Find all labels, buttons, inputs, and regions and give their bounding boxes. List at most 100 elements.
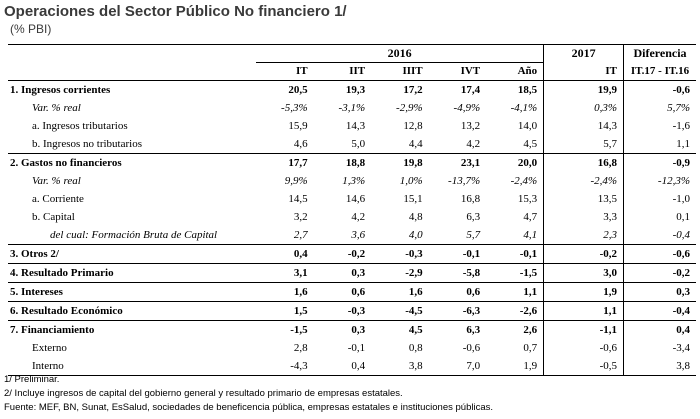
table-row: a. Corriente 14,5 14,6 15,1 16,8 15,3 13,5 -1,0 bbox=[8, 190, 696, 208]
row-value: 1,1 bbox=[486, 282, 544, 302]
row-value: 0,3% bbox=[543, 99, 624, 117]
row-value: 2,6 bbox=[523, 324, 538, 336]
row-value: 1,0% bbox=[399, 175, 423, 187]
row-label: 3. Otros 2/ bbox=[8, 244, 257, 264]
header-col-ivt: IVT bbox=[428, 62, 487, 81]
row-value: 5,7 bbox=[428, 226, 487, 245]
row-value: -4,9% bbox=[453, 102, 481, 114]
header-diff: Diferencia bbox=[623, 44, 696, 63]
row-value: 4,1 bbox=[486, 226, 544, 245]
footnotes: 1/ Preliminar. 2/ Incluye ingresos de ca… bbox=[4, 373, 493, 415]
row-value: 0,4 bbox=[623, 320, 696, 339]
table-subtitle: (% PBI) bbox=[10, 22, 52, 36]
table-title: Operaciones del Sector Público No financ… bbox=[4, 3, 347, 20]
row-value: -13,7% bbox=[448, 175, 481, 187]
row-value: -3,4 bbox=[623, 339, 696, 357]
row-value: -3,1% bbox=[338, 102, 366, 114]
row-value: 0,6 bbox=[313, 282, 372, 302]
row-value: 1,3% bbox=[342, 175, 366, 187]
row-label: b. Ingresos no tributarios bbox=[8, 135, 257, 154]
row-label: Interno bbox=[8, 357, 257, 376]
row-value: 13,5 bbox=[543, 190, 624, 208]
row-value: -0,2 bbox=[543, 244, 624, 264]
row-value: -0,1 bbox=[486, 244, 544, 264]
row-value: 3,8 bbox=[371, 357, 429, 376]
row-value: -0,9 bbox=[623, 153, 696, 172]
row-label: 4. Resultado Primario bbox=[8, 263, 257, 283]
header-col-diff: IT.17 - IT.16 bbox=[623, 62, 696, 81]
table-row: 5. Intereses 1,6 0,6 1,6 0,6 1,1 1,9 0,3 bbox=[8, 282, 696, 302]
header-col-it-2017: IT bbox=[543, 62, 624, 81]
row-value: 1,5 bbox=[256, 301, 314, 321]
row-value: 17,4 bbox=[460, 84, 481, 96]
row-value: -4,5 bbox=[371, 301, 429, 321]
table-row: b. Ingresos no tributarios 4,6 5,0 4,4 4,2 4,… bbox=[8, 135, 696, 154]
header-year-2016: 2016 bbox=[256, 44, 544, 63]
row-value: 0,8 bbox=[408, 342, 423, 354]
header-col-ano: Año bbox=[486, 62, 544, 81]
header-year-2017: 2017 bbox=[543, 44, 624, 63]
row-value: 2,8 bbox=[293, 342, 308, 354]
row-value: 15,3 bbox=[517, 193, 538, 205]
row-value: 0,7 bbox=[523, 342, 538, 354]
row-value: -1,1 bbox=[543, 320, 624, 339]
row-value: -0,1 bbox=[347, 342, 366, 354]
row-value: 0,4 bbox=[313, 357, 372, 376]
row-value: 7,0 bbox=[428, 357, 487, 376]
row-value: 1,1 bbox=[543, 301, 624, 321]
table-row: 3. Otros 2/0,4 -0,2 -0,3 -0,1 -0,1 -0,2 -0,6 bbox=[8, 244, 696, 264]
row-label: a. Ingresos tributarios bbox=[32, 120, 128, 132]
row-value: 0,6 bbox=[428, 282, 487, 302]
row-value: 5,0 bbox=[313, 135, 372, 154]
table-row: 2. Gastos no financieros 17,7 18,8 19,8 23,1… bbox=[8, 153, 696, 172]
row-value: 3,1 bbox=[256, 263, 314, 283]
row-value: 1,9 bbox=[486, 357, 544, 376]
row-value: -0,2 bbox=[313, 244, 372, 264]
row-label: 1. Ingresos corrientes bbox=[10, 84, 111, 96]
row-label: 2. Gastos no financieros bbox=[10, 157, 122, 169]
row-value: -2,9% bbox=[396, 102, 423, 114]
footnote: 1/ Preliminar. bbox=[4, 374, 60, 385]
row-value: -4,1% bbox=[510, 102, 538, 114]
table-row: Externo 2,8 -0,1 0,8 -0,6 0,7 -0,6 -3,4 bbox=[8, 339, 696, 357]
table-row: Interno -4,3 0,4 3,8 7,0 1,9 -0,5 3,8 bbox=[8, 357, 696, 376]
header-blank bbox=[8, 62, 257, 81]
row-value: -0,4 bbox=[623, 226, 696, 245]
row-value: 14,6 bbox=[345, 193, 366, 205]
row-label: b. Capital bbox=[32, 211, 75, 223]
table-row: del cual: Formación Bruta de Capital 2,7 3… bbox=[8, 226, 696, 245]
row-label: Externo bbox=[32, 342, 67, 354]
row-value: 15,1 bbox=[403, 193, 423, 205]
row-value: -0,1 bbox=[428, 244, 487, 264]
row-value: -2,6 bbox=[486, 301, 544, 321]
row-value: 19,9 bbox=[543, 80, 624, 99]
row-value: 4,2 bbox=[351, 211, 366, 223]
row-value: -6,3 bbox=[428, 301, 487, 321]
row-value: 2,7 bbox=[256, 226, 314, 245]
row-value: -1,5 bbox=[486, 263, 544, 283]
table-row: 6. Resultado Económico 1,5 -0,3 -4,5 -6,3 -2,… bbox=[8, 301, 696, 321]
row-value: 4,5 bbox=[408, 324, 423, 336]
row-value: 5,7 bbox=[543, 135, 624, 154]
row-value: -1,6 bbox=[623, 117, 696, 135]
row-value: -0,3 bbox=[371, 244, 429, 264]
row-label: del cual: Formación Bruta de Capital bbox=[8, 226, 257, 245]
footnote: 2/ Incluye ingresos de capital del gobie… bbox=[4, 388, 403, 399]
table-row: b. Capital 3,2 4,2 4,8 6,3 4,7 3,3 0,1 bbox=[8, 208, 696, 226]
table-row: Var. % real -5,3% -3,1% -2,9% -4,9% -4,1% 0,3%… bbox=[8, 99, 696, 117]
row-value: -4,3 bbox=[256, 357, 314, 376]
row-value: 14,3 bbox=[345, 120, 366, 132]
row-value: 12,8 bbox=[403, 120, 423, 132]
row-value: 19,8 bbox=[403, 157, 423, 169]
header-col-iit: IIT bbox=[313, 62, 372, 81]
header-col-iiit: IIIT bbox=[371, 62, 429, 81]
row-label: Var. % real bbox=[32, 175, 81, 187]
row-value: 20,0 bbox=[517, 157, 538, 169]
row-value: -0,2 bbox=[623, 263, 696, 283]
row-value: -0,4 bbox=[623, 301, 696, 321]
table-row: a. Ingresos tributarios 15,9 14,3 12,8 13,2 1… bbox=[8, 117, 696, 135]
row-value: 3,6 bbox=[313, 226, 372, 245]
row-value: 13,2 bbox=[460, 120, 481, 132]
row-value: -2,4% bbox=[510, 175, 538, 187]
row-label: 6. Resultado Económico bbox=[8, 301, 257, 321]
